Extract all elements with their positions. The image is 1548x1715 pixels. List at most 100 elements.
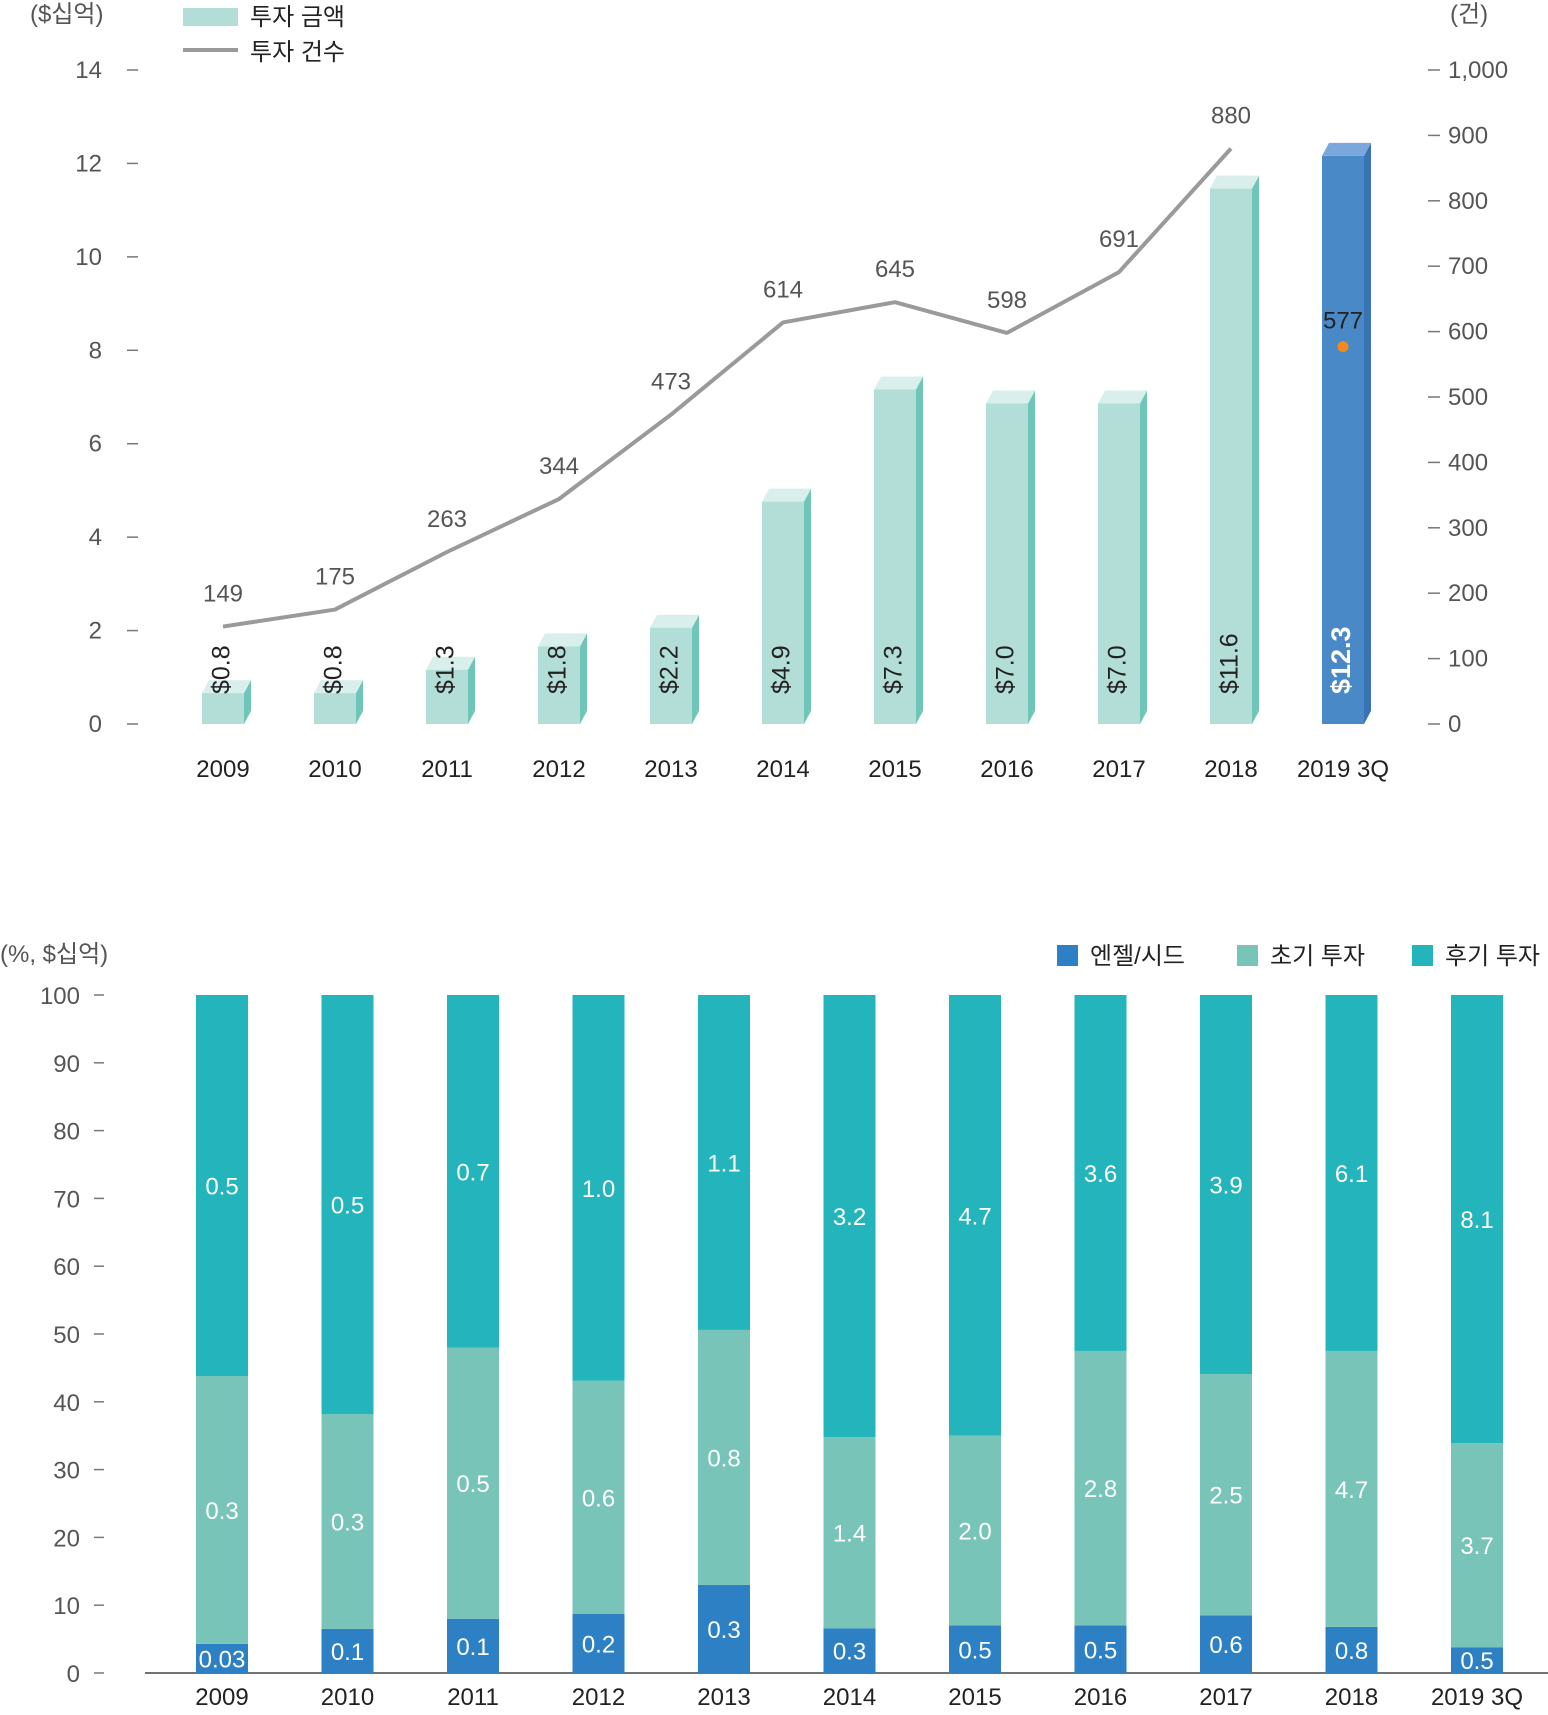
x-tick-label: 2018 (1204, 756, 1257, 783)
stacked-bar: 0.5 3.7 8.1 (1451, 995, 1503, 1675)
right-tick-label: 700 (1448, 253, 1488, 280)
right-tick-label: 500 (1448, 384, 1488, 411)
x-tick-label: 2011 (421, 756, 473, 783)
amount-value-label: $7.3 (880, 645, 908, 694)
segment-value-label: 0.1 (331, 1639, 364, 1666)
segment-value-label: 0.5 (958, 1637, 991, 1664)
legend-swatch (1412, 945, 1433, 966)
x-tick-label: 2012 (532, 756, 585, 783)
left-tick-label: 8 (89, 337, 102, 364)
stacked-bar: 0.3 1.4 3.2 (823, 995, 876, 1673)
bar-segment (1451, 1443, 1503, 1648)
count-value-label: 614 (763, 276, 803, 303)
bar-segment (1074, 1625, 1127, 1673)
amount-bar: $11.6 (1210, 175, 1259, 725)
y-tick-label: 60 (53, 1254, 80, 1281)
bar-segment (196, 1643, 248, 1673)
amount-bar-side (580, 633, 587, 724)
stacked-bar: 0.3 0.8 1.1 (698, 995, 750, 1673)
segment-value-label: 2.0 (958, 1519, 991, 1546)
segment-value-label: 0.5 (1460, 1648, 1493, 1675)
amount-bar-front (426, 669, 468, 724)
right-tick-label: 900 (1448, 122, 1488, 149)
amount-bar: $0.8 (202, 645, 251, 724)
legend: 투자 금액 투자 건수 (183, 4, 345, 66)
right-tick-label: 600 (1448, 319, 1488, 346)
segment-value-label: 0.5 (205, 1174, 238, 1201)
segment-value-label: 2.8 (1084, 1476, 1117, 1503)
count-value-label: 263 (427, 506, 467, 533)
x-tick-label: 2013 (644, 756, 697, 783)
right-tick-label: 0 (1448, 711, 1461, 738)
stacked-bars: 0.03 0.3 0.5 0.1 0.3 0.5 0.1 0.5 0.7 0.2 0.6 1.0 0.3… (196, 995, 1503, 1675)
segment-value-label: 1.4 (833, 1521, 866, 1548)
bar-segment (823, 995, 876, 1438)
amount-value-label: $7.0 (1104, 645, 1132, 694)
left-tick-label: 4 (89, 524, 102, 551)
bar-segment (447, 995, 499, 1348)
stacked-bar: 0.5 2.8 3.6 (1074, 995, 1127, 1673)
x-tick-label: 2015 (868, 756, 921, 783)
y-tick-label: 100 (40, 983, 80, 1010)
segment-value-label: 2.5 (1209, 1483, 1242, 1510)
stacked-bar: 0.8 4.7 6.1 (1325, 995, 1378, 1673)
count-value-label: 175 (315, 564, 355, 591)
amount-bar: $1.3 (426, 645, 475, 724)
segment-value-label: 0.5 (1084, 1637, 1117, 1664)
amount-bar-side (244, 680, 251, 724)
segment-value-label: 0.8 (707, 1445, 740, 1472)
legend-label: 초기 투자 (1270, 943, 1365, 970)
x-tick-label: 2019 3Q (1297, 756, 1389, 783)
bar-segment (1074, 1350, 1127, 1626)
left-tick-label: 10 (75, 244, 102, 271)
y-tick-label: 10 (53, 1593, 80, 1620)
right-tick-label: 300 (1448, 515, 1488, 542)
amount-bar-front (1098, 403, 1140, 724)
bar-segment (698, 1329, 750, 1585)
segment-value-label: 0.03 (199, 1646, 246, 1673)
amount-bar-front (874, 389, 916, 724)
amount-bar: $7.0 (1098, 390, 1147, 724)
segment-value-label: 1.1 (707, 1150, 740, 1177)
segment-value-label: 0.7 (456, 1159, 489, 1186)
right-axis: 0 100 200 300 400 500 600 700 800 900 1,000 (1428, 57, 1508, 738)
bar-segment (698, 995, 750, 1330)
bar-segment (572, 1380, 625, 1615)
bar-segment (1451, 995, 1503, 1444)
bar-segment (1325, 1350, 1378, 1627)
stacked-bar: 0.2 0.6 1.0 (572, 995, 625, 1673)
stacked-bar: 0.03 0.3 0.5 (196, 995, 248, 1673)
legend-line-label: 투자 건수 (250, 39, 345, 66)
count-point (1337, 341, 1349, 353)
amount-bar: $2.2 (650, 614, 699, 724)
amount-value-label: $0.8 (208, 645, 236, 694)
amount-bar-top (650, 614, 699, 628)
segment-value-label: 0.3 (331, 1509, 364, 1536)
y-tick-label: 0 (67, 1661, 80, 1688)
bar-segment (1200, 995, 1252, 1375)
count-value-label: 691 (1099, 226, 1139, 253)
legend-swatch (1237, 945, 1258, 966)
x-tick-label: 2009 (196, 756, 249, 783)
y-axis-unit: (%, $십억) (0, 941, 108, 968)
count-value-label: 473 (651, 369, 691, 396)
count-value-label: 645 (875, 256, 915, 283)
right-tick-label: 200 (1448, 580, 1488, 607)
legend-bar-swatch (183, 8, 238, 26)
count-line: 149 175 263 344 473 614 645 598 691 880 577 (203, 102, 1363, 629)
bar-segment (196, 1376, 248, 1644)
segment-value-label: 0.5 (331, 1193, 364, 1220)
left-tick-label: 12 (75, 150, 102, 177)
bar-segment (1451, 1647, 1503, 1673)
amount-value-label: $1.8 (544, 645, 572, 694)
amount-value-label: $2.2 (656, 645, 684, 694)
amount-bar-top (874, 376, 923, 390)
left-tick-label: 14 (75, 57, 102, 84)
segment-value-label: 0.3 (833, 1639, 866, 1666)
bar-segment (949, 1435, 1001, 1626)
bar-segment (321, 995, 374, 1415)
bar-segment (321, 1414, 374, 1629)
x-tick-label: 2014 (823, 1684, 876, 1710)
amount-bar-side (804, 488, 811, 724)
amount-bar: $12.3 (1322, 142, 1371, 724)
